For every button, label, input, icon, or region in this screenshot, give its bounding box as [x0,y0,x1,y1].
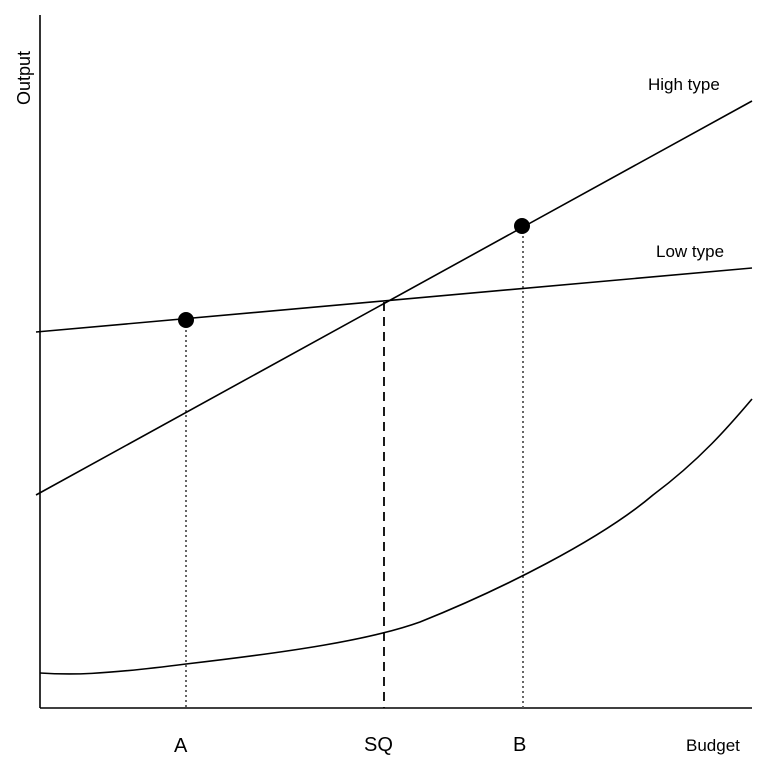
point-a-marker [178,312,194,328]
bottom-curve [39,398,753,675]
tick-label-b: B [513,734,526,756]
point-b-marker [514,218,530,234]
y-axis-label: Output [14,51,34,105]
x-axis-label: Budget [686,736,740,755]
low-type-line [35,267,753,333]
high-type-label: High type [648,75,720,94]
tick-label-sq: SQ [364,734,393,756]
high-type-line [35,100,753,496]
low-type-label: Low type [656,242,724,261]
tick-label-a: A [174,735,188,757]
